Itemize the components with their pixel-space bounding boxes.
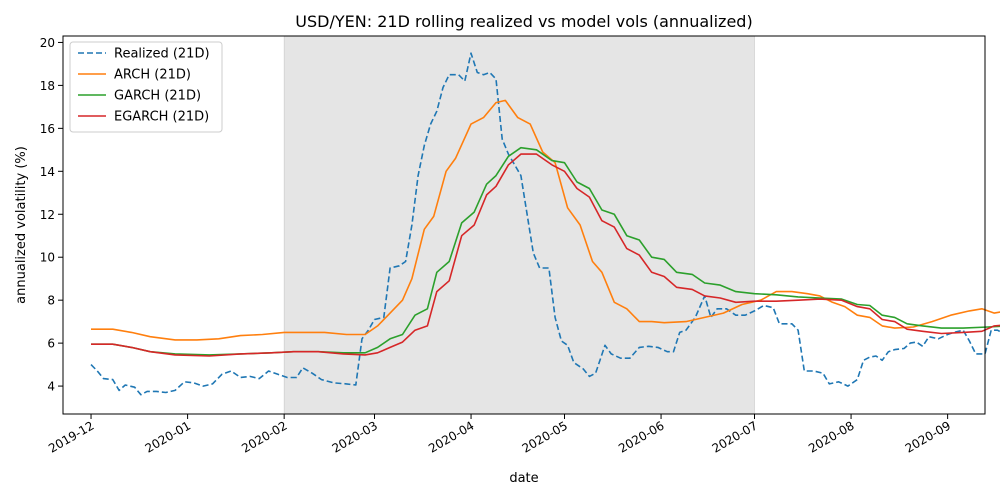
x-axis-label: date <box>509 471 538 486</box>
legend-entry: ARCH (21D) <box>114 68 191 83</box>
legend: Realized (21D) ARCH (21D) GARCH (21D) EGARC… <box>69 41 223 133</box>
chart-title: USD/YEN: 21D rolling realized vs model v… <box>295 12 752 31</box>
series-line-arch-21d <box>91 99 1000 341</box>
y-tick-label: 6 <box>47 337 55 351</box>
series-line-egarch-21d <box>91 153 1000 357</box>
y-tick-label: 18 <box>40 79 55 93</box>
y-tick-label: 12 <box>40 208 55 222</box>
legend-entry: EGARCH (21D) <box>114 110 209 125</box>
shaded-region-layer <box>283 35 755 415</box>
y-tick-label: 16 <box>40 122 55 136</box>
y-tick-label: 10 <box>40 251 55 265</box>
series-line-realized-21d <box>90 52 1000 396</box>
y-tick-label: 14 <box>40 165 55 179</box>
legend-entry: Realized (21D) <box>114 47 210 62</box>
legend-entry: GARCH (21D) <box>114 89 201 104</box>
y-tick-label: 20 <box>40 36 55 50</box>
y-axis-ticks: 4 6 8 10 12 14 16 18 20 <box>40 36 63 394</box>
y-axis-label: annualized volatility (%) <box>14 146 29 304</box>
y-tick-label: 8 <box>47 294 55 308</box>
axes-frame <box>62 35 986 415</box>
shaded-period <box>283 35 755 415</box>
series-layer <box>90 52 1000 396</box>
y-tick-label: 4 <box>47 380 55 394</box>
legend-box <box>69 41 223 133</box>
